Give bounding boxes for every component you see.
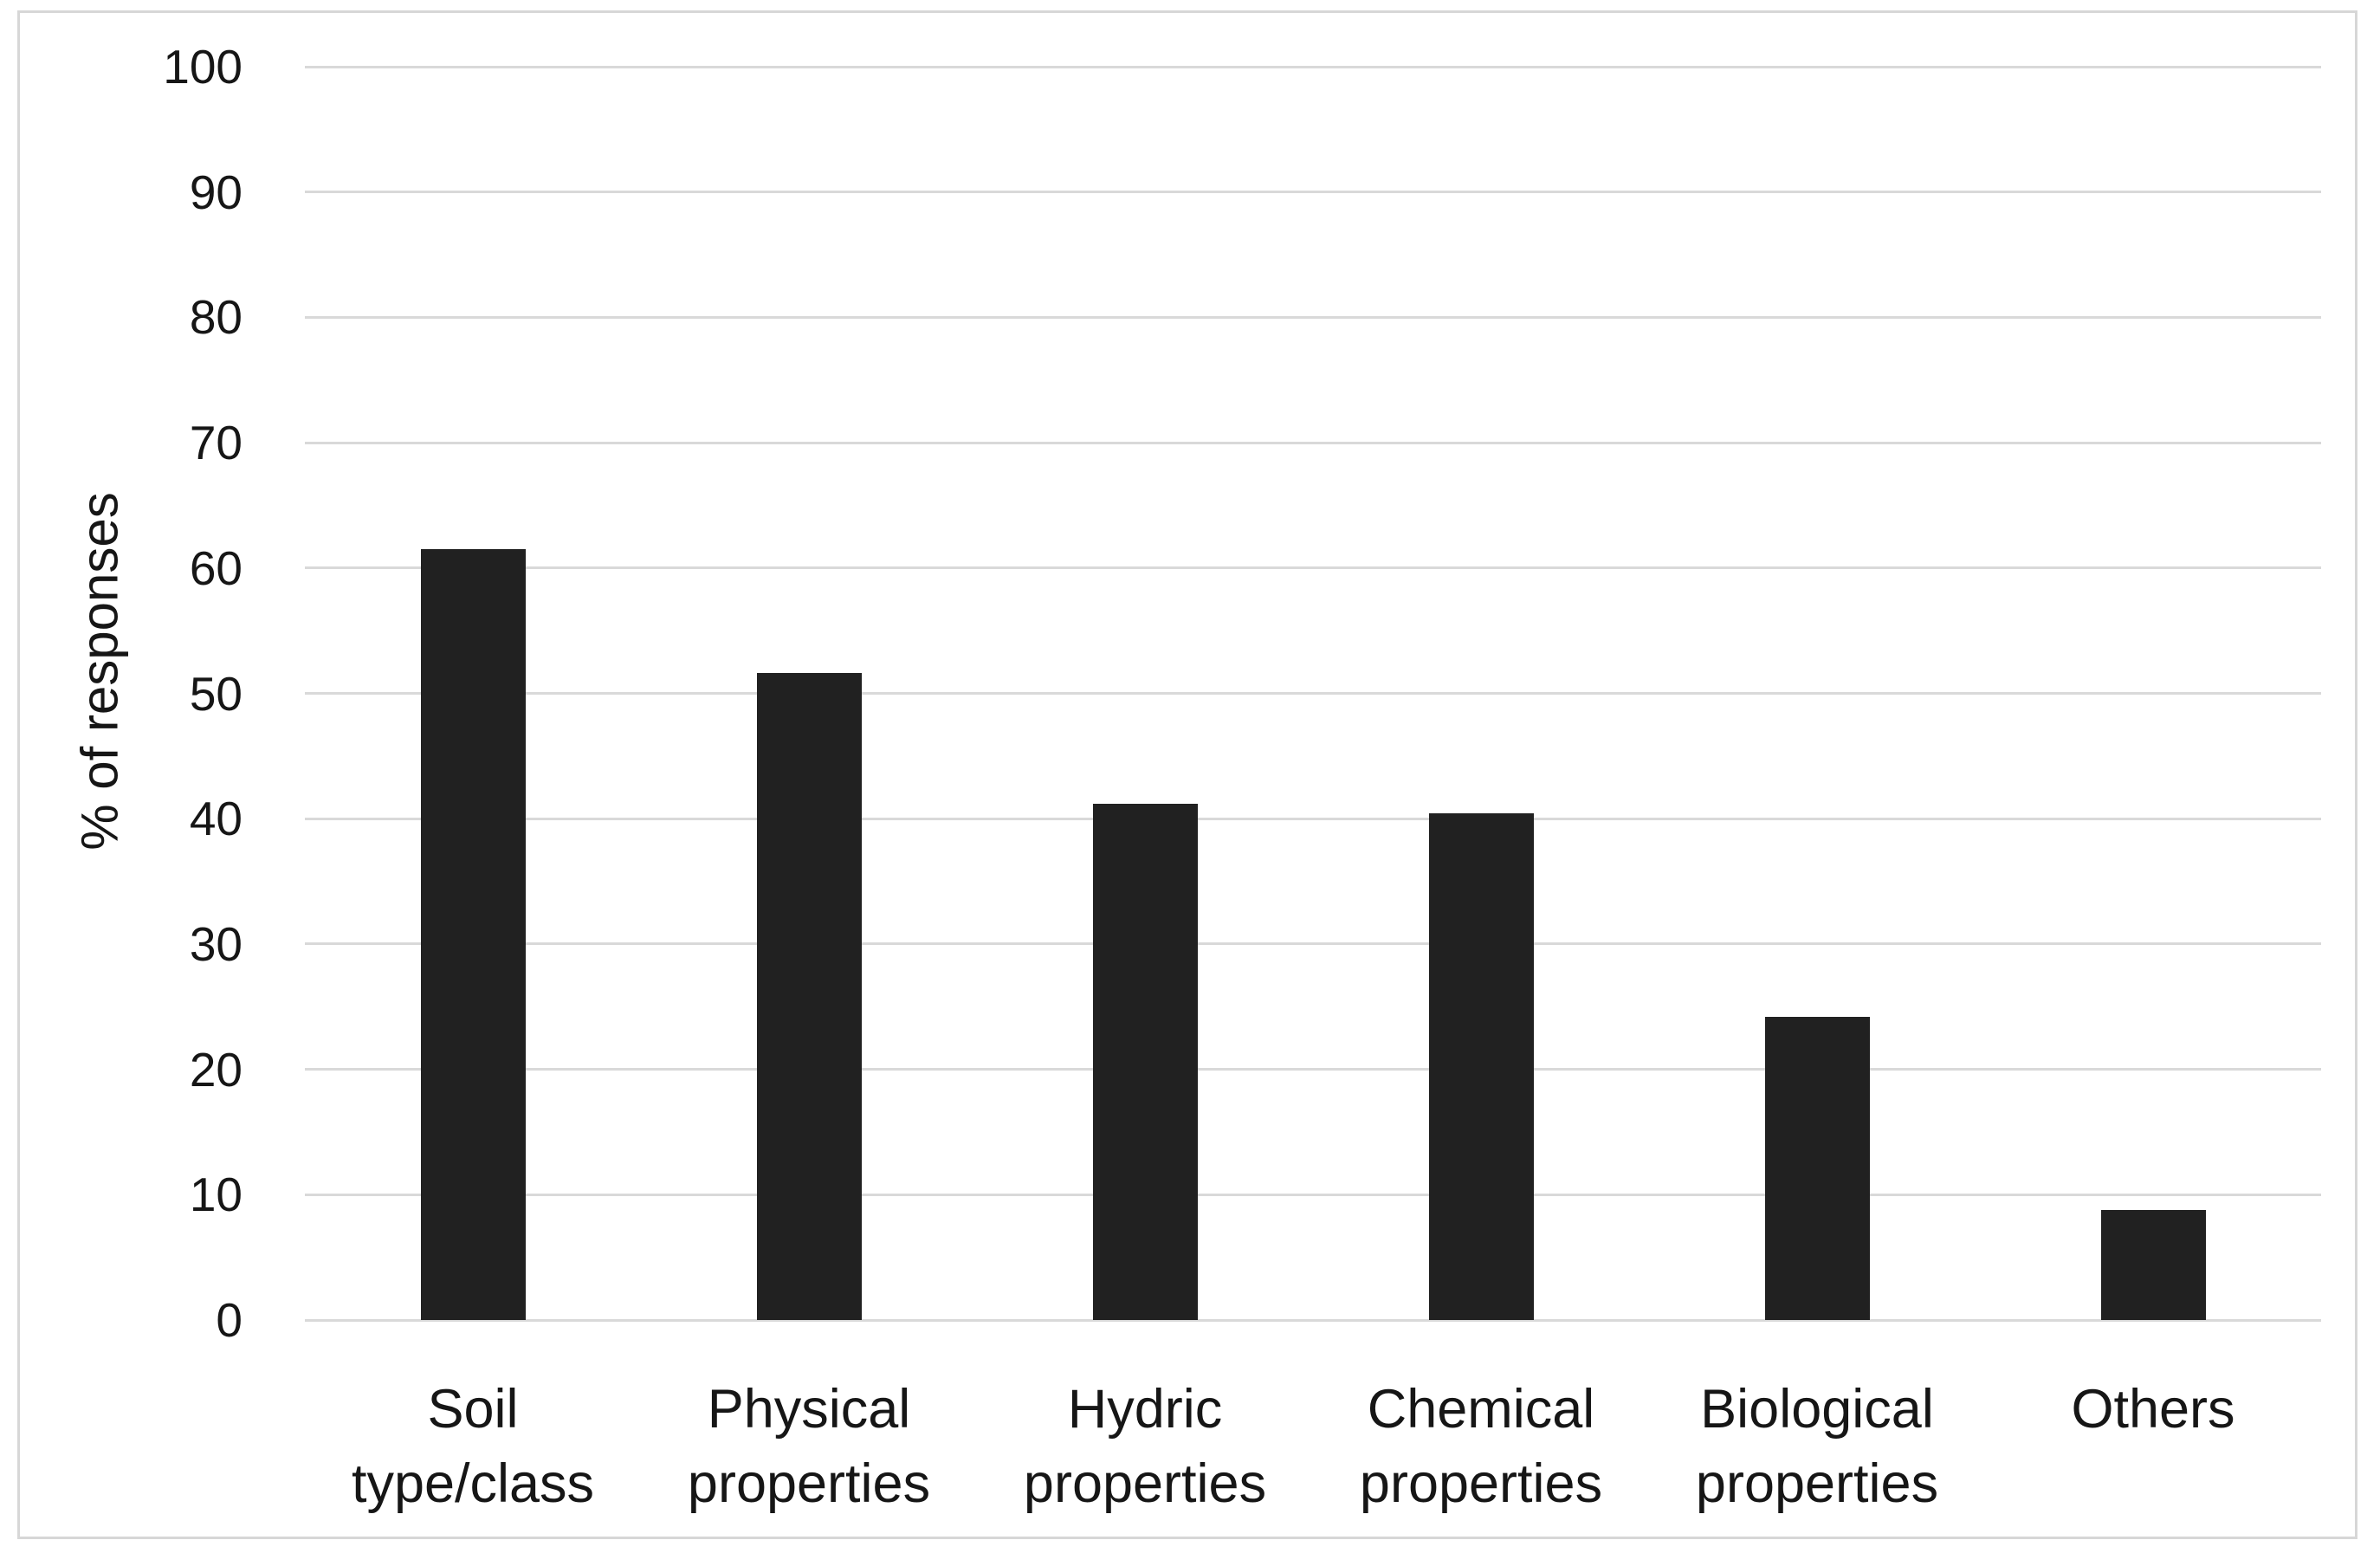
y-tick-label-100: 100 — [163, 40, 243, 94]
bar-chemical-properties — [1428, 813, 1534, 1320]
y-tick-label-80: 80 — [189, 290, 243, 345]
gridline-60 — [305, 566, 2321, 570]
gridline-10 — [305, 1193, 2321, 1196]
x-tick-label-physical-properties: Physical properties — [687, 1379, 931, 1514]
gridline-70 — [305, 441, 2321, 444]
x-tick-label-chemical-properties: Chemical properties — [1359, 1379, 1603, 1514]
gridline-80 — [305, 315, 2321, 319]
gridline-90 — [305, 191, 2321, 194]
y-tick-label-40: 40 — [189, 792, 243, 846]
x-tick-label-others: Others — [2071, 1379, 2235, 1440]
bar-others — [2100, 1209, 2206, 1320]
y-tick-label-10: 10 — [189, 1168, 243, 1222]
gridline-20 — [305, 1068, 2321, 1071]
y-tick-label-30: 30 — [189, 916, 243, 971]
y-tick-label-90: 90 — [189, 165, 243, 219]
x-tick-label-hydric-properties: Hydric properties — [1023, 1379, 1267, 1514]
bar-biological-properties — [1764, 1016, 1870, 1320]
x-tick-label-soil-type-class: Soil type/class — [351, 1379, 595, 1514]
x-tick-label-biological-properties: Biological properties — [1695, 1379, 1939, 1514]
y-tick-label-60: 60 — [189, 540, 243, 595]
gridline-30 — [305, 942, 2321, 946]
gridline-0 — [305, 1318, 2321, 1322]
gridline-50 — [305, 692, 2321, 695]
y-tick-label-20: 20 — [189, 1042, 243, 1097]
gridline-40 — [305, 817, 2321, 820]
bar-physical-properties — [756, 673, 862, 1320]
y-tick-label-70: 70 — [189, 416, 243, 470]
y-tick-label-0: 0 — [216, 1293, 243, 1347]
bar-soil-type-class — [420, 549, 526, 1320]
gridline-100 — [305, 65, 2321, 68]
bar-hydric-properties — [1092, 803, 1198, 1320]
y-tick-label-50: 50 — [189, 666, 243, 721]
